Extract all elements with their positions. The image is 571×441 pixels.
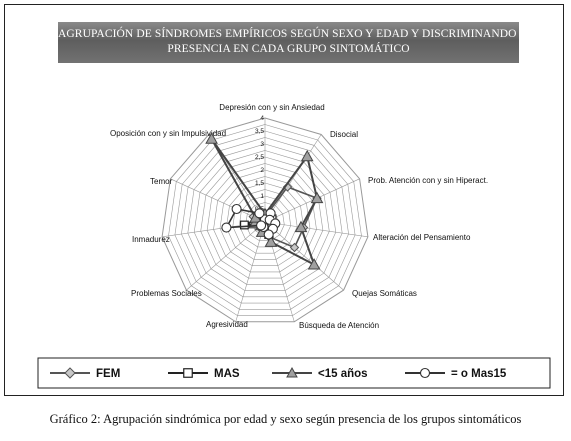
grid-ring (187, 143, 343, 298)
axis-label: Prob. Atención con y sin Hiperact. (368, 176, 488, 185)
tick-label: 2 (260, 167, 264, 174)
marker-square (239, 220, 249, 230)
legend-item: FEM (50, 367, 120, 380)
legend-item: <15 años (272, 366, 368, 380)
marker-triangle (310, 191, 324, 204)
axis-labels: Depresión con y sin Ansiedad Disocial Prob… (110, 103, 488, 330)
grid-ring (213, 169, 317, 273)
axis-label: Problemas Sociales (131, 289, 202, 298)
legend-item: MAS (168, 368, 240, 380)
grid-spoke (235, 221, 266, 322)
axis-label: Inmadurez (132, 235, 170, 244)
axis-label: Depresión con y sin Ansiedad (219, 103, 324, 112)
marker-triangle (300, 149, 314, 162)
tick-label: 1 (260, 193, 264, 200)
marker-circle (221, 222, 232, 233)
radar-chart: 00,511,522,533,54 Depresión con y sin An… (37, 103, 551, 389)
figure-caption: Gráfico 2: Agrupación sindrómica por eda… (49, 412, 522, 426)
marker-circle (419, 367, 431, 379)
chart-title-line-1: AGRUPACIÓN DE SÍNDROMES EMPÍRICOS SEGÚN … (58, 28, 536, 40)
grid-spoke (264, 221, 368, 238)
chart-title-banner: AGRUPACIÓN DE SÍNDROMES EMPÍRICOS SEGÚN … (58, 22, 536, 63)
marker-triangle (205, 132, 218, 144)
marker-diamond (64, 367, 76, 379)
legend-label: FEM (96, 368, 120, 380)
marker-triangle (286, 366, 298, 378)
marker-circle (263, 229, 274, 240)
axis-label: Búsqueda de Atención (299, 321, 379, 330)
axis-label: Quejas Somáticas (352, 289, 417, 298)
grid-ring (161, 117, 369, 323)
axis-label: Agresividad (206, 320, 248, 329)
marker-triangle (307, 258, 321, 270)
figure-frame (4, 4, 564, 396)
marker-square (183, 368, 193, 378)
marker-triangle (264, 235, 278, 247)
axis-label: Oposición con y sin Impulsividad (110, 129, 226, 138)
axis-label: Alteración del Pensamiento (373, 233, 471, 242)
axis-label: Temor (150, 177, 173, 186)
chart-title-line-2: PRESENCIA EN CADA GRUPO SINTOMÁTICO (167, 43, 410, 55)
grid-spoke (264, 221, 344, 291)
grid-spoke (186, 221, 266, 291)
grid-ring (226, 182, 304, 260)
legend-label: MAS (214, 368, 240, 380)
marker-circle (254, 208, 265, 219)
axis-label: Disocial (330, 130, 358, 139)
legend-label: <15 años (318, 368, 368, 380)
series-mas15 (221, 203, 281, 240)
legend-item: = o Mas15 (405, 367, 507, 380)
marker-triangle (294, 220, 308, 233)
marker-circle (231, 203, 242, 215)
grid-ring (181, 137, 349, 304)
tick-label: 4 (260, 115, 264, 122)
tick-label: 3 (260, 141, 264, 148)
legend: FEM MAS <15 años = o Mas15 (37, 357, 551, 389)
tick-label: 1,5 (255, 180, 264, 187)
grid-ring (206, 163, 324, 279)
grid-spoke (264, 134, 322, 223)
legend-label: = o Mas15 (451, 368, 507, 380)
tick-label: 3,5 (255, 128, 264, 135)
grid-ring (200, 156, 330, 285)
series-line (210, 138, 319, 267)
grid-ring (245, 202, 285, 241)
data-series (205, 132, 324, 270)
grid-ring (168, 124, 362, 316)
grid-ring (193, 150, 337, 291)
grid-ring (219, 176, 311, 267)
marker-circle (256, 220, 267, 231)
grid-spoke (170, 178, 266, 223)
tick-label: 2,5 (255, 154, 264, 161)
grid-ring (174, 130, 356, 310)
marker-diamond (289, 242, 300, 253)
